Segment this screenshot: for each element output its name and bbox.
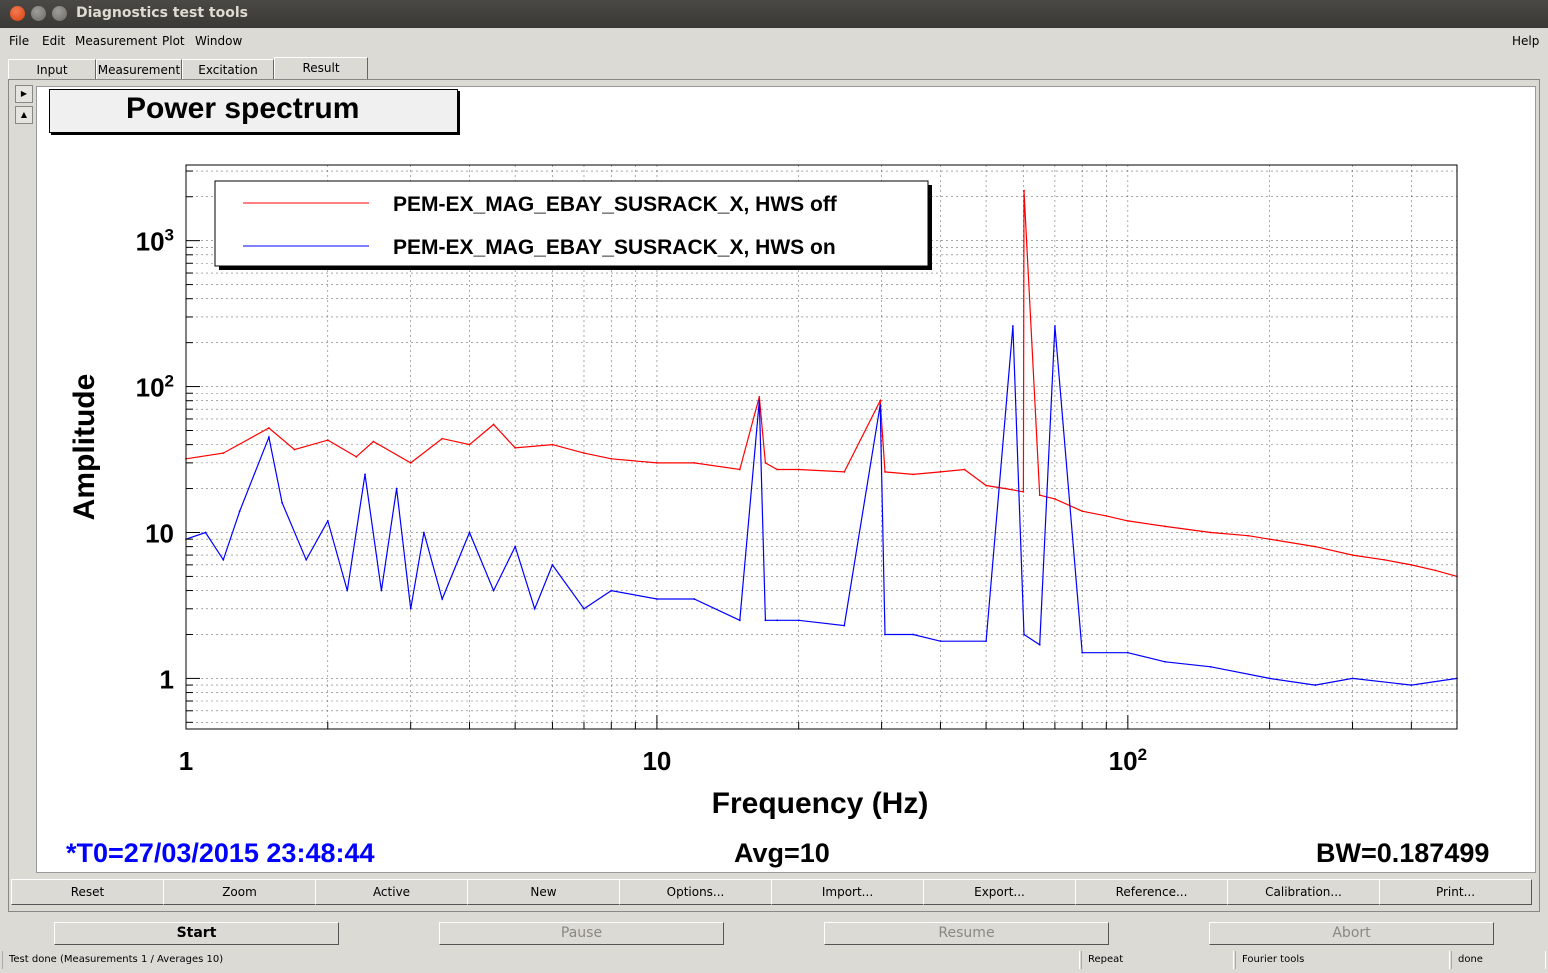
scroll-up-icon[interactable]: ▲	[15, 106, 33, 124]
scroll-right-icon[interactable]: ▶	[15, 85, 33, 103]
plot-canvas[interactable]	[36, 86, 1536, 873]
new-button[interactable]: New	[467, 879, 620, 905]
status-bar: Test done (Measurements 1 / Averages 10)…	[0, 951, 1548, 971]
window-titlebar: Diagnostics test tools	[0, 0, 1548, 28]
menu-file[interactable]: File	[9, 34, 30, 48]
calibration-button[interactable]: Calibration...	[1227, 879, 1380, 905]
reference-button[interactable]: Reference...	[1075, 879, 1228, 905]
bw-annotation: BW=0.187499	[1316, 838, 1490, 868]
zoom-button[interactable]: Zoom	[163, 879, 316, 905]
menu-help[interactable]: Help	[1512, 34, 1540, 48]
export-button[interactable]: Export...	[923, 879, 1076, 905]
print-button[interactable]: Print...	[1379, 879, 1532, 905]
t0-annotation: *T0=27/03/2015 23:48:44	[66, 838, 375, 868]
maximize-window-icon[interactable]	[52, 6, 67, 21]
status-mode: Repeat	[1081, 951, 1234, 969]
tab-input[interactable]: Input	[8, 59, 96, 80]
active-button[interactable]: Active	[315, 879, 468, 905]
menu-edit[interactable]: Edit	[42, 34, 66, 48]
plot-title: Power spectrum	[126, 92, 360, 125]
minimize-window-icon[interactable]	[31, 6, 46, 21]
avg-annotation: Avg=10	[734, 838, 830, 868]
menu-window[interactable]: Window	[195, 34, 243, 48]
status-state: done	[1451, 951, 1546, 969]
status-tool: Fourier tools	[1235, 951, 1450, 969]
window-title: Diagnostics test tools	[76, 5, 248, 21]
close-window-icon[interactable]	[10, 6, 25, 21]
tab-excitation[interactable]: Excitation	[182, 59, 274, 80]
import-button[interactable]: Import...	[771, 879, 924, 905]
status-message: Test done (Measurements 1 / Averages 10)	[2, 951, 1080, 969]
tab-result[interactable]: Result	[274, 57, 368, 80]
start-button[interactable]: Start	[54, 922, 339, 945]
plot-title-box: Power spectrum	[49, 89, 458, 133]
menu-bar: File Edit Measurement Plot Window Help	[0, 30, 1548, 52]
menu-plot[interactable]: Plot	[162, 34, 185, 48]
pause-button[interactable]: Pause	[439, 922, 724, 945]
tab-bar: Input Measurement Excitation Result	[8, 57, 1538, 80]
options-button[interactable]: Options...	[619, 879, 772, 905]
menu-measurement[interactable]: Measurement	[75, 34, 158, 48]
abort-button[interactable]: Abort	[1209, 922, 1494, 945]
result-panel	[8, 79, 1540, 912]
resume-button[interactable]: Resume	[824, 922, 1109, 945]
plot-button-row: Reset Zoom Active New Options... Import.…	[11, 879, 1533, 905]
reset-button[interactable]: Reset	[11, 879, 164, 905]
tab-measurement[interactable]: Measurement	[96, 59, 182, 80]
